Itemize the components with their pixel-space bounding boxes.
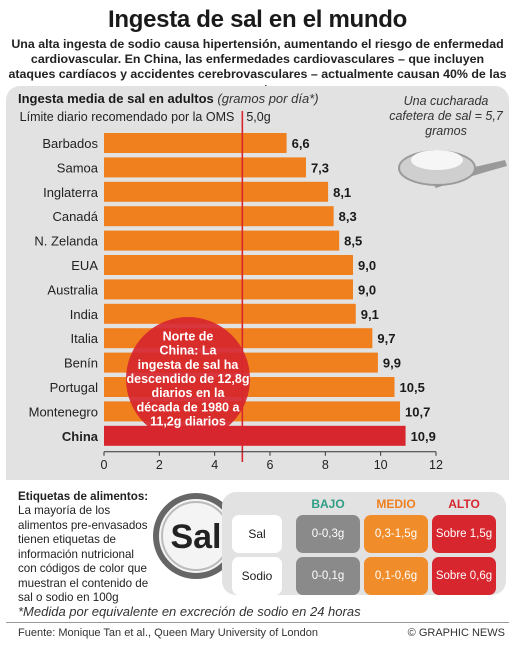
footnote: *Medida por equivalente en excreción de … xyxy=(18,604,361,619)
bar-3 xyxy=(104,206,334,227)
level-low-heading: BAJO xyxy=(311,497,345,511)
food-labels-title-text: Etiquetas de alimentos: xyxy=(18,490,149,503)
chart-header: Ingesta media de sal en adultos (gramos … xyxy=(18,91,319,106)
value-label-10: 10,5 xyxy=(400,380,425,395)
row-label-salt: Sal xyxy=(232,515,282,553)
cell-low-sodium: 0-0,1g xyxy=(296,557,360,595)
divider xyxy=(6,622,509,623)
china-callout-line: década de 1980 a xyxy=(137,400,241,414)
value-label-11: 10,7 xyxy=(405,404,430,419)
category-label-7: India xyxy=(70,307,99,322)
bar-2 xyxy=(104,181,329,202)
value-label-9: 9,9 xyxy=(383,356,401,371)
value-label-7: 9,1 xyxy=(361,307,379,322)
value-label-3: 8,3 xyxy=(339,209,357,224)
category-label-10: Portugal xyxy=(50,380,99,395)
credit-text: © GRAPHIC NEWS xyxy=(407,627,505,639)
x-tick-label-5: 10 xyxy=(374,458,388,472)
x-tick-label-1: 2 xyxy=(156,458,163,472)
category-label-6: Australia xyxy=(47,282,98,297)
x-tick-label-4: 8 xyxy=(322,458,329,472)
page-title: Ingesta de sal en el mundo xyxy=(108,6,407,33)
cell-high-sodium: Sobre 0,6g xyxy=(432,557,496,595)
value-label-8: 9,7 xyxy=(377,331,395,346)
category-label-5: EUA xyxy=(71,258,98,273)
who-limit-label: Límite diario recomendado por la OMS xyxy=(20,110,235,124)
category-label-4: N. Zelanda xyxy=(34,234,98,249)
bar-5 xyxy=(104,255,353,275)
value-label-1: 7,3 xyxy=(311,160,329,175)
food-labels-body: La mayoría de los alimentos pre-envasado… xyxy=(18,504,149,604)
china-callout-line: Norte de xyxy=(163,329,214,343)
bar-0 xyxy=(104,133,287,153)
bar-7 xyxy=(104,303,356,324)
cell-low-salt: 0-0,3g xyxy=(296,515,360,553)
chart-header-title: Ingesta media de sal en adultos xyxy=(18,91,214,106)
spoon-note: Una cucharada cafetera de sal = 5,7 gram… xyxy=(389,94,503,138)
china-callout xyxy=(126,317,250,441)
china-callout-line: ingesta de sal ha xyxy=(138,358,240,372)
category-label-8: Italia xyxy=(71,331,99,346)
bar-chart: Límite diario recomendado por la OMS 5,0g… xyxy=(20,110,507,472)
value-label-6: 9,0 xyxy=(358,282,376,297)
page-subtitle: Una alta ingesta de sodio causa hiperten… xyxy=(8,37,507,96)
category-label-0: Barbados xyxy=(42,136,98,151)
category-label-9: Benín xyxy=(64,356,98,371)
magnifier-text: Sal xyxy=(170,518,221,556)
china-callout-text: Norte de China: La ingesta de sal ha descen… xyxy=(127,329,250,428)
value-label-5: 9,0 xyxy=(358,258,376,273)
category-label-1: Samoa xyxy=(57,160,99,175)
category-label-2: Inglaterra xyxy=(43,185,99,200)
level-medium-heading: MEDIO xyxy=(376,497,416,511)
x-tick-label-0: 0 xyxy=(101,458,108,472)
bar-12 xyxy=(104,425,406,446)
salt-pile xyxy=(411,150,463,170)
chart-header-unit: (gramos por día*) xyxy=(217,91,319,106)
x-tick-label-2: 4 xyxy=(211,458,218,472)
bar-1 xyxy=(104,157,306,178)
value-label-12: 10,9 xyxy=(411,429,436,444)
cell-medium-salt: 0,3-1,5g xyxy=(364,515,428,553)
bar-6 xyxy=(104,279,353,300)
level-high-heading: ALTO xyxy=(448,497,480,511)
value-label-2: 8,1 xyxy=(333,185,351,200)
cell-high-salt: Sobre 1,5g xyxy=(432,515,496,553)
value-label-4: 8,5 xyxy=(344,234,362,249)
china-callout-line: diarios en la xyxy=(152,386,226,400)
category-label-11: Montenegro xyxy=(29,404,98,419)
category-label-3: Canadá xyxy=(52,209,98,224)
row-label-sodium: Sodio xyxy=(232,557,282,595)
bar-4 xyxy=(104,230,340,251)
value-label-0: 6,6 xyxy=(292,136,310,151)
x-tick-label-3: 6 xyxy=(267,458,274,472)
x-tick-label-6: 12 xyxy=(429,458,443,472)
china-callout-line: descendido de 12,8g xyxy=(127,372,250,386)
cell-medium-sodium: 0,1-0,6g xyxy=(364,557,428,595)
food-labels-title: Etiquetas de alimentos: xyxy=(18,490,170,505)
category-label-12: China xyxy=(62,429,99,444)
china-callout-line: 11,2g diarios xyxy=(150,415,226,429)
source-text: Fuente: Monique Tan et al., Queen Mary U… xyxy=(18,627,319,639)
china-callout-line: China: La xyxy=(160,344,218,358)
who-limit-value: 5,0g xyxy=(246,110,270,124)
